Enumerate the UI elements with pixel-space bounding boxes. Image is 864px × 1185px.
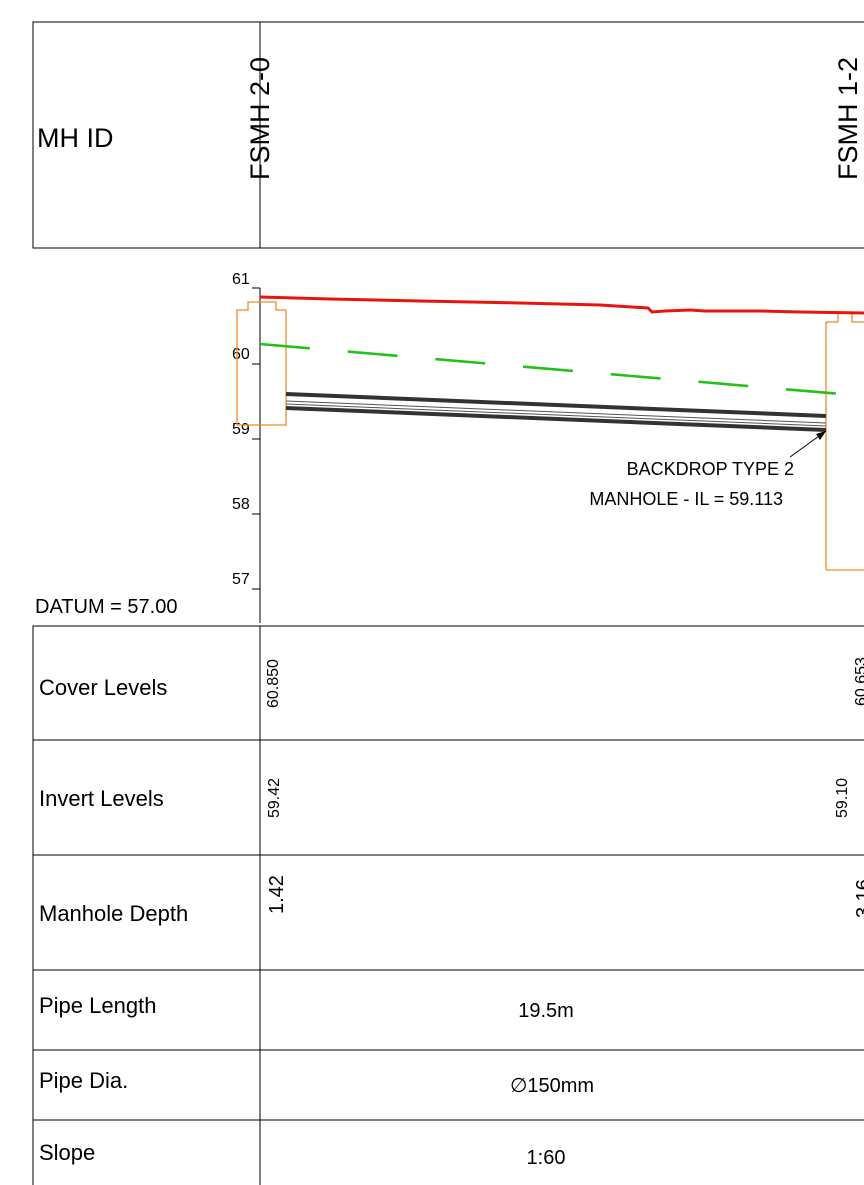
table-frame (32, 625, 864, 1185)
pipe-dia-value: ∅150mm (510, 1075, 594, 1097)
annotation-line-1: BACKDROP TYPE 2 (627, 459, 794, 479)
long-section: 61 60 59 58 57 DATUM = 57.00 BACKDROP TY… (35, 271, 864, 623)
axis-label-60: 60 (232, 346, 250, 363)
profile-table: Cover Levels 60.850 60.653 Invert Levels… (32, 625, 864, 1185)
pipe-crown (285, 392, 827, 418)
invert-level-left: 59.42 (266, 778, 283, 818)
row-label-pipe-dia: Pipe Dia. (39, 1068, 128, 1093)
cover-level-right: 60.653 (853, 657, 864, 706)
axis-label-58: 58 (232, 496, 250, 513)
row-label-manhole-depth: Manhole Depth (39, 901, 188, 926)
axis-label-59: 59 (232, 421, 250, 438)
mh-right-label: FSMH 1-2 (833, 57, 863, 180)
manhole-depth-left: 1.42 (266, 875, 288, 914)
pipe-inner-2 (285, 403, 827, 427)
mh-id-header: MH ID FSMH 2-0 FSMH 1-2 (32, 21, 864, 249)
manhole-left (236, 301, 287, 426)
annotation-arrowhead (816, 431, 826, 440)
manhole-depth-right: 3.16 (853, 879, 864, 918)
datum-label: DATUM = 57.00 (35, 596, 177, 618)
header-frame (32, 21, 864, 249)
axis-label-61: 61 (232, 271, 250, 288)
row-label-pipe-length: Pipe Length (39, 993, 156, 1018)
ground-line (259, 295, 864, 315)
mh-id-label: MH ID (37, 123, 114, 153)
pipe-invert (285, 406, 827, 432)
row-label-invert-levels: Invert Levels (39, 786, 164, 811)
annotation-line-2: MANHOLE - IL = 59.113 (589, 489, 783, 509)
manhole-right (825, 312, 864, 570)
pipe-length-value: 19.5m (518, 1000, 574, 1022)
row-label-slope: Slope (39, 1140, 95, 1165)
slope-value: 1:60 (527, 1147, 566, 1169)
cover-level-left: 60.850 (265, 659, 282, 708)
pipe-inner-1 (285, 400, 827, 424)
water-level-line (259, 342, 864, 398)
invert-level-right: 59.10 (834, 778, 851, 818)
row-label-cover-levels: Cover Levels (39, 675, 167, 700)
axis-label-57: 57 (232, 571, 250, 588)
